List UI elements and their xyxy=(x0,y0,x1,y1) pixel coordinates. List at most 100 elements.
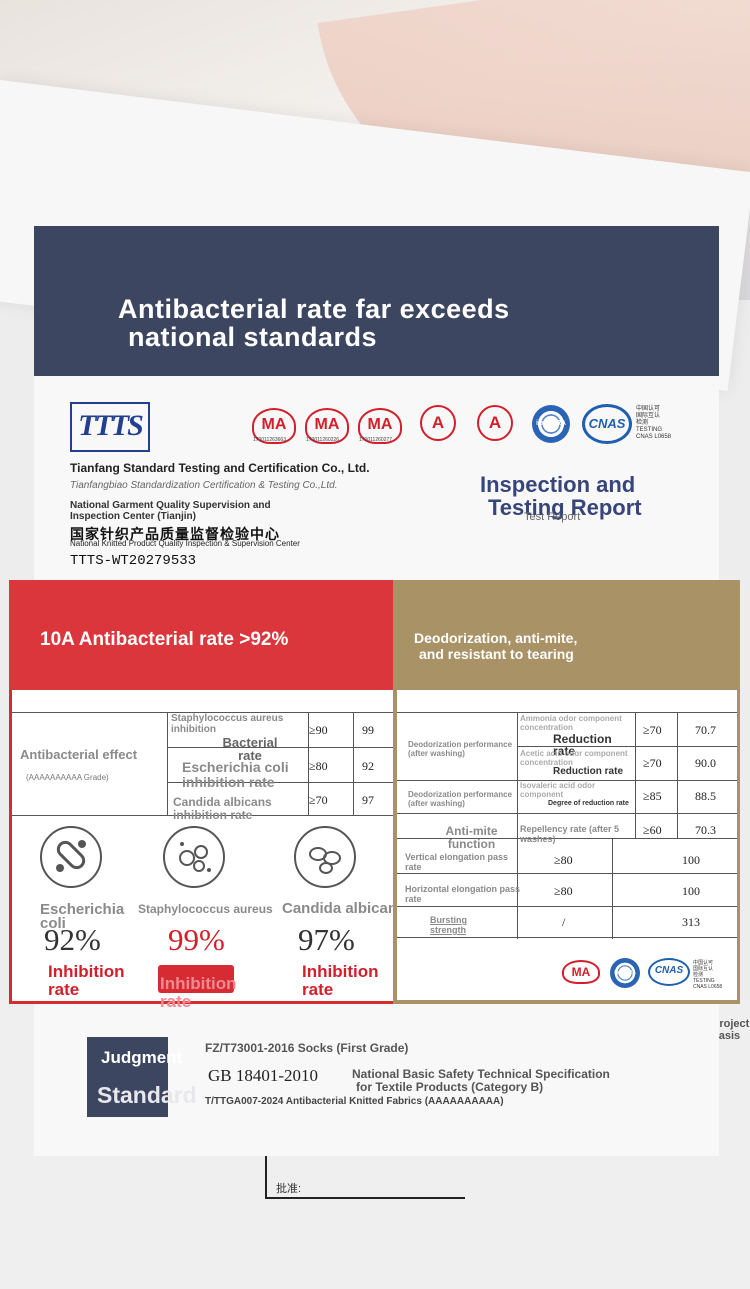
row-candida-result: 97 xyxy=(362,793,374,807)
cnas-side-text: 中国认可 国际互认 检测 TESTING CNAS L0658 xyxy=(636,406,671,441)
ma-number-2: 170011260226 xyxy=(306,437,339,443)
judgment-title: Judgment xyxy=(101,1048,183,1067)
ecoli-name: Escherichia coli xyxy=(40,901,125,932)
cnas-side-small-1: 中国认可 xyxy=(693,960,714,966)
row-ecoli-standard: ≥80 xyxy=(309,759,328,773)
cnas-side-small-5: CNAS L0658 xyxy=(693,984,723,990)
company-name-small: Tianfangbiao Standardization Certificati… xyxy=(70,480,338,491)
report-number: TTTS-WT20279533 xyxy=(70,553,197,569)
antibacterial-row-label: Antibacterial effect xyxy=(20,747,138,762)
cnas-side-small-3: 检测 xyxy=(693,972,704,978)
row4-item: Repellency rate (after 5 washes) xyxy=(520,824,620,844)
horizontal-elongation-label: Horizontal elongation pass rate xyxy=(405,884,521,904)
cnas-side-small-2: 国际互认 xyxy=(693,966,714,972)
row6-result: 100 xyxy=(682,884,700,898)
standard-2-desc-line2: for Textile Products (Category B) xyxy=(356,1080,544,1094)
row2-standard: ≥70 xyxy=(643,756,662,770)
banner-title: Antibacterial rate far exceeds national … xyxy=(118,295,618,351)
standard-3: T/TTGA007-2024 Antibacterial Knitted Fab… xyxy=(205,1096,504,1107)
row-staph-result: 99 xyxy=(362,723,374,737)
background-table-line xyxy=(265,1155,465,1199)
row7-result: 313 xyxy=(682,915,700,929)
row-staph-standard: ≥90 xyxy=(309,723,328,737)
row1-result: 70.7 xyxy=(695,723,716,737)
deodorization-title: Deodorization, anti-mite, and resistant … xyxy=(414,630,577,662)
report-title-line1: Inspection and xyxy=(480,472,636,497)
ma-number-3: 170011260277 xyxy=(359,437,392,443)
antibacterial-table xyxy=(12,712,393,816)
banner-title-line1: Antibacterial rate far exceeds xyxy=(118,294,510,324)
cnas-side-2: 国际互认 xyxy=(636,413,661,419)
cnas-logo-small: CNAS xyxy=(648,958,690,986)
row5-standard: ≥80 xyxy=(554,853,573,867)
deodorization-label-2: Deodorization performance (after washing… xyxy=(408,790,513,808)
ecoli-percent: 92% xyxy=(44,922,101,957)
cnas-side-5: CNAS L0658 xyxy=(636,434,672,440)
row3-result: 88.5 xyxy=(695,789,716,803)
ecoli-inhibition-label: Inhibition rate xyxy=(48,962,125,999)
antibacterial-grade: (AAAAAAAAAA Grade) xyxy=(26,773,109,782)
row4-standard: ≥60 xyxy=(643,823,662,837)
row3-item: Isovaleric acid odor component xyxy=(520,781,596,799)
row-candida-standard: ≥70 xyxy=(309,793,328,807)
ilac-logo-small: ilac-MRA xyxy=(610,958,640,988)
background-side-text: Project basis xyxy=(712,1018,750,1042)
deodorization-title-line2: and resistant to tearing xyxy=(419,646,574,662)
ttts-logo: TTTS xyxy=(70,402,150,452)
candida-percent: 97% xyxy=(298,922,355,957)
candida-icon xyxy=(294,826,356,888)
center-name-cn: 国家针织产品质量监督检验中心 xyxy=(70,526,280,542)
candida-inhibition-label: Inhibition rate xyxy=(302,962,379,999)
ma-logo-2: MA xyxy=(305,408,349,444)
center-name-small: National Knitted Product Quality Inspect… xyxy=(70,539,300,548)
deodorization-table xyxy=(397,712,737,939)
antibacterial-title: 10A Antibacterial rate >92% xyxy=(40,629,289,650)
cnas-side-text-small: 中国认可 国际互认 检测 TESTING CNAS L0658 xyxy=(693,960,722,990)
row2-result: 90.0 xyxy=(695,756,716,770)
banner-title-line2: national standards xyxy=(128,322,378,352)
ecoli-icon xyxy=(40,826,102,888)
ma-logo-3: MA xyxy=(358,408,402,444)
cnas-side-4: TESTING xyxy=(636,427,663,433)
judgment-subtitle: Standard xyxy=(97,1082,197,1108)
row1-standard: ≥70 xyxy=(643,723,662,737)
row4-result: 70.3 xyxy=(695,823,716,837)
row-candida-name: Candida albicans inhibition rate xyxy=(173,795,272,822)
row-ecoli-name: Escherichia coli inhibition rate xyxy=(182,759,289,790)
standard-1: FZ/T73001-2016 Socks (First Grade) xyxy=(205,1041,409,1055)
standard-2-code: GB 18401-2010 xyxy=(208,1066,319,1085)
deodorization-body xyxy=(397,690,737,1000)
staph-icon xyxy=(163,826,225,888)
antibacterial-header xyxy=(9,580,393,690)
standard-2-desc-line1: National Basic Safety Technical Specific… xyxy=(352,1067,610,1081)
ma-logo-small: MA xyxy=(562,960,600,984)
row1-item: Ammonia odor component concentration xyxy=(520,714,622,732)
standard-2-desc: National Basic Safety Technical Specific… xyxy=(352,1068,610,1094)
staph-name: Staphylococcus aureus xyxy=(138,902,273,916)
company-name: Tianfang Standard Testing and Certificat… xyxy=(70,461,370,475)
staph-inhibition-label: Inhibition rate xyxy=(160,974,237,1011)
staph-percent: 99% xyxy=(168,922,225,957)
bursting-strength-label: Bursting strength xyxy=(430,915,467,935)
row5-result: 100 xyxy=(682,853,700,867)
degree-of-reduction: Degree of reduction rate xyxy=(548,800,629,807)
cal-logo-2: A xyxy=(477,405,513,441)
deodorization-title-line1: Deodorization, anti-mite, xyxy=(414,630,578,646)
row7-standard: / xyxy=(562,915,566,929)
reduction-rate-1: Reduction rate xyxy=(553,732,612,758)
reduction-rate-2: Reduction rate xyxy=(553,766,624,777)
cnas-side-1: 中国认可 xyxy=(636,406,661,412)
bacterial-rate-header: Bacterial rate xyxy=(222,735,278,763)
cnas-side-3: 检测 xyxy=(636,420,649,426)
title-banner xyxy=(34,226,719,376)
ma-logo-1: MA xyxy=(252,408,296,444)
ma-number-1: 170011263663 xyxy=(253,437,286,443)
deodorization-label-1: Deodorization performance (after washing… xyxy=(408,740,513,758)
row-staph-name: Staphylococcus aureus inhibition xyxy=(171,713,284,735)
ilac-logo: ilac-MRA xyxy=(532,405,570,443)
vertical-elongation-label: Vertical elongation pass rate xyxy=(405,852,509,872)
report-title: Inspection and Testing Report xyxy=(480,473,642,519)
staph-label-highlight xyxy=(158,965,234,993)
cnas-logo: CNAS xyxy=(582,404,632,444)
center-name: National Garment Quality Supervision and… xyxy=(70,500,271,522)
